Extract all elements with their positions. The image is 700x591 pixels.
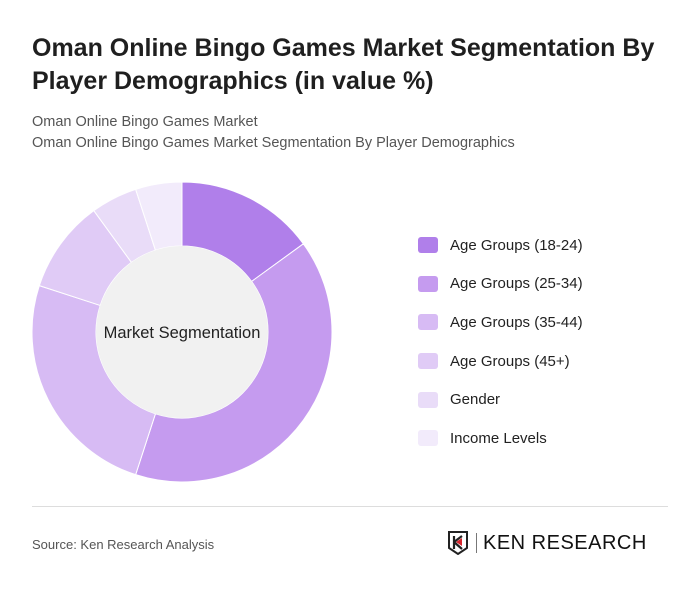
legend: Age Groups (18-24) Age Groups (25-34) Age …	[418, 226, 583, 458]
ken-logo-icon	[448, 531, 468, 555]
subtitle-market: Oman Online Bingo Games Market	[32, 114, 258, 130]
donut-hole	[96, 246, 268, 418]
legend-label: Income Levels	[450, 429, 547, 447]
legend-item[interactable]: Income Levels	[418, 419, 583, 458]
legend-label: Age Groups (25-34)	[450, 275, 583, 293]
divider	[32, 506, 668, 507]
logo-text: KEN RESEARCH	[476, 533, 647, 553]
legend-swatch	[418, 391, 438, 408]
legend-item[interactable]: Gender	[418, 380, 583, 419]
legend-item[interactable]: Age Groups (18-24)	[418, 226, 583, 265]
legend-label: Age Groups (35-44)	[450, 313, 583, 331]
center-label: Market Segmentation	[104, 324, 261, 342]
legend-item[interactable]: Age Groups (45+)	[418, 342, 583, 381]
legend-item[interactable]: Age Groups (35-44)	[418, 303, 583, 342]
legend-label: Age Groups (18-24)	[450, 236, 583, 254]
legend-swatch	[418, 430, 438, 447]
legend-swatch	[418, 314, 438, 331]
legend-item[interactable]: Age Groups (25-34)	[418, 265, 583, 304]
subtitle-segmentation: Oman Online Bingo Games Market Segmentat…	[32, 135, 515, 151]
chart-title: Oman Online Bingo Games Market Segmentat…	[32, 34, 655, 95]
legend-label: Age Groups (45+)	[450, 352, 570, 370]
ken-research-logo: KEN RESEARCH	[448, 531, 647, 555]
donut-chart: Market Segmentation	[31, 181, 333, 483]
legend-swatch	[418, 275, 438, 292]
source-note: Source: Ken Research Analysis	[32, 537, 215, 552]
legend-swatch	[418, 353, 438, 370]
legend-label: Gender	[450, 391, 501, 409]
legend-swatch	[418, 237, 438, 254]
